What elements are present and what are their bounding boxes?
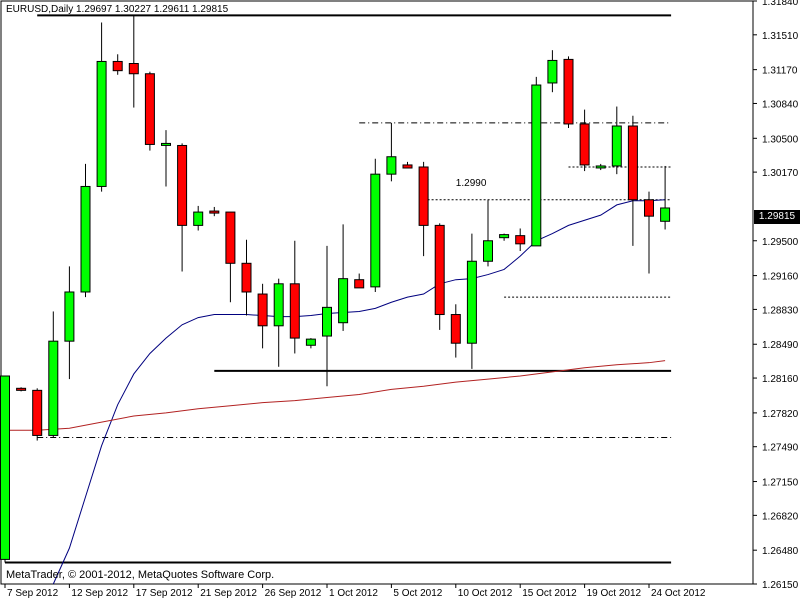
x-axis-tick-label: 7 Sep 2012 [7, 588, 59, 599]
y-axis-tick-label: 1.31510 [762, 31, 799, 42]
candle-body [418, 166, 429, 226]
ohlc-readout: 1.29697 1.30227 1.29611 1.29815 [76, 4, 229, 15]
level-annotation: 1.2990 [456, 178, 487, 189]
candle-body [386, 156, 397, 175]
candle-body [289, 283, 300, 339]
candle-body [531, 84, 542, 247]
y-axis-tick-label: 1.26480 [762, 546, 799, 557]
candle-body [161, 142, 171, 146]
candle-body [322, 306, 332, 337]
candle-body [0, 375, 10, 560]
candle-body [305, 338, 316, 346]
candle-body [370, 173, 381, 288]
plot-frame [0, 0, 754, 585]
y-axis-tick-label: 1.28830 [762, 305, 799, 316]
x-axis-tick-label: 5 Oct 2012 [393, 588, 442, 599]
candle-body [579, 123, 590, 166]
current-price-badge: 1.29815 [754, 210, 800, 224]
y-axis-tick-label: 1.29160 [762, 272, 799, 283]
candle-body [515, 235, 526, 245]
x-axis-tick-label: 19 Oct 2012 [587, 588, 642, 599]
candle-body [499, 234, 510, 239]
x-axis-tick-label: 21 Sep 2012 [200, 588, 257, 599]
candle-body [257, 293, 268, 327]
candle-body [563, 58, 574, 125]
candle-body [32, 389, 43, 436]
candle-body [644, 199, 654, 217]
y-axis-tick-label: 1.31840 [762, 0, 799, 8]
x-axis-tick-label: 24 Oct 2012 [651, 588, 706, 599]
x-axis-tick-label: 10 Oct 2012 [458, 588, 513, 599]
candle-body [177, 144, 188, 226]
y-axis-tick-label: 1.27150 [762, 478, 799, 489]
x-axis-tick-label: 15 Oct 2012 [522, 588, 577, 599]
symbol-timeframe-label: EURUSD,Daily [6, 4, 74, 15]
candle-body [144, 73, 155, 145]
y-axis-tick-label: 1.30170 [762, 168, 799, 179]
candle-body [225, 211, 236, 264]
candle-body [547, 59, 558, 84]
y-axis-tick-label: 1.29500 [762, 237, 799, 248]
y-axis-tick-label: 1.26820 [762, 511, 799, 522]
moving-average-line [5, 360, 666, 431]
candle-body [466, 260, 477, 344]
x-axis-tick-label: 1 Oct 2012 [329, 588, 378, 599]
candle-body [450, 314, 461, 344]
candle-body [354, 279, 365, 289]
candle-body [96, 60, 107, 187]
x-axis-tick-label: 17 Sep 2012 [136, 588, 193, 599]
candle-body [16, 387, 27, 391]
candle-body [338, 278, 349, 324]
candle-body [611, 125, 622, 167]
y-axis-tick-label: 1.27820 [762, 409, 799, 420]
y-axis-tick-label: 1.28490 [762, 340, 799, 351]
candle-body [434, 224, 445, 316]
candle-body [660, 207, 671, 222]
x-axis-tick-label: 26 Sep 2012 [265, 588, 322, 599]
y-axis-tick-label: 1.26150 [762, 580, 799, 591]
candle-body [64, 291, 75, 342]
x-axis-tick-label: 12 Sep 2012 [71, 588, 128, 599]
y-axis-tick-label: 1.27490 [762, 443, 799, 454]
candle-body [128, 63, 139, 75]
candle-body [193, 211, 204, 226]
candle-body [483, 240, 493, 262]
candle-body [80, 185, 91, 293]
candle-body [48, 340, 59, 436]
candle-body [209, 210, 220, 214]
y-axis-tick-label: 1.30840 [762, 99, 799, 110]
y-axis-tick-label: 1.31170 [762, 66, 798, 77]
candle-body [273, 283, 284, 327]
candle-body [241, 262, 252, 293]
candle-body [595, 165, 606, 169]
candle-body [627, 125, 638, 201]
candle-body [402, 164, 413, 169]
candle-body [112, 60, 123, 72]
y-axis-tick-label: 1.30500 [762, 134, 799, 145]
copyright-text: MetaTrader, © 2001-2012, MetaQuotes Soft… [6, 569, 275, 581]
y-axis-tick-label: 1.28160 [762, 374, 799, 385]
moving-average-line [52, 199, 666, 585]
